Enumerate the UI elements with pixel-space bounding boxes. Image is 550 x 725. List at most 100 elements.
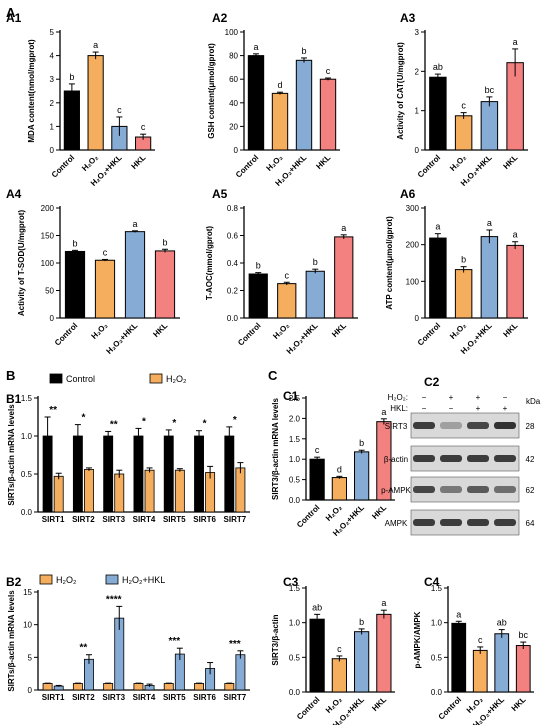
significance-stars: * (172, 418, 176, 429)
y-tick-label: 0.5 (289, 476, 301, 485)
blot-band (467, 486, 489, 493)
bar (103, 683, 114, 691)
y-tick-label: 3 (50, 75, 55, 84)
bar (194, 683, 204, 691)
bar (174, 469, 185, 513)
bar (454, 115, 473, 151)
bar (154, 250, 176, 319)
significance-letter: b (461, 255, 466, 265)
y-tick-label: 0.0 (289, 688, 301, 697)
x-category-label: SIRT1 (42, 515, 65, 524)
bar (480, 236, 499, 319)
legend-label: H₂O₂ (56, 575, 77, 585)
y-axis-title: Activity of T-SOD(U/mgprot) (17, 210, 26, 317)
y-tick-label: 60 (229, 75, 238, 84)
significance-letter: a (253, 42, 258, 52)
bar (305, 270, 325, 319)
blot-kda-value: 28 (526, 422, 535, 431)
y-tick-label: 0.5 (289, 653, 301, 662)
x-category-label: SIRT4 (133, 515, 156, 524)
x-category-label: Control (437, 695, 463, 721)
bar (114, 473, 125, 513)
y-tick-label: 5 (28, 653, 33, 662)
x-category-label: SIRT7 (224, 693, 247, 702)
bar (354, 631, 370, 693)
y-tick-label: 80 (229, 52, 238, 61)
blot-band (467, 455, 489, 462)
x-category-label: SIRT2 (72, 515, 95, 524)
bar (429, 237, 447, 319)
blot-band (494, 455, 516, 462)
significance-letter: b (72, 238, 77, 248)
x-category-label: HKL (370, 695, 388, 713)
bar (84, 658, 94, 691)
bar (124, 231, 146, 319)
panel-label: A4 (6, 187, 22, 201)
bar (144, 469, 155, 513)
bar (319, 78, 337, 151)
y-tick-label: 50 (45, 287, 54, 296)
x-category-label: Control (416, 153, 442, 179)
legend-label: H₂O₂ (166, 374, 187, 384)
x-category-label: SIRT3 (102, 693, 125, 702)
bar (163, 435, 174, 513)
significance-letter: c (478, 635, 483, 645)
y-axis-title: SIRT3/β-actin mRNA levels (271, 397, 280, 500)
x-category-label: SIRT5 (163, 693, 186, 702)
x-category-label: H₂O₂ (448, 153, 468, 173)
significance-letter: ab (497, 618, 507, 628)
x-category-label: SIRT5 (163, 515, 186, 524)
significance-letter: c (117, 105, 122, 115)
y-tick-label: 0 (234, 146, 239, 155)
blot-kda-label: kDa (526, 397, 541, 406)
x-category-label: HKL (330, 321, 348, 339)
blot-hkl-sign: − (449, 404, 454, 413)
y-tick-label: 1.5 (289, 584, 301, 593)
x-category-label: HKL (510, 695, 528, 713)
x-category-label: SIRT7 (224, 515, 247, 524)
bar (84, 469, 94, 513)
y-tick-label: 1.0 (431, 619, 443, 628)
panel-label: B1 (6, 392, 22, 406)
bar (224, 683, 235, 691)
blot-band (494, 422, 516, 429)
x-category-label: SIRT6 (193, 693, 216, 702)
significance-letter: b (301, 46, 306, 56)
bar (224, 435, 235, 513)
legend-swatch (39, 574, 53, 585)
bar (64, 250, 86, 319)
bar (331, 658, 347, 693)
significance-letter: a (93, 40, 98, 50)
y-tick-label: 1.0 (21, 432, 33, 441)
significance-letter: a (132, 219, 137, 229)
significance-letter: c (315, 445, 320, 455)
y-tick-label: 1.5 (289, 435, 301, 444)
y-tick-label: 0.4 (227, 259, 239, 268)
y-axis-title: p-AMPK/AMPK (413, 611, 422, 668)
bar (295, 59, 313, 151)
chart-a3: 0 1 2 3 Activity of CAT(U/mgprot) A3 ab Control… (396, 11, 528, 188)
y-axis-title: Activity of CAT(U/mgprot) (396, 42, 405, 140)
chart-a2: 0 20 40 60 80 100 GSH content(μmol/gprot) A2 a Co… (207, 11, 340, 188)
significance-stars: * (233, 415, 237, 426)
y-tick-label: 1.0 (289, 455, 301, 464)
significance-letter: b (162, 237, 167, 247)
significance-letter: ab (433, 62, 443, 72)
bar (472, 649, 488, 693)
panel-label: A2 (212, 11, 228, 25)
significance-letter: a (456, 609, 461, 619)
significance-letter: bc (485, 85, 495, 95)
y-tick-label: 100 (406, 277, 420, 286)
western-blot-panel: C2 H₂O₂: HKL: kDa − + + − − − + + SIRT3 28 β-actin… (381, 375, 541, 536)
significance-stars: * (203, 419, 207, 430)
blot-h2o2-row-label: H₂O₂: (388, 393, 408, 402)
bar (103, 435, 114, 513)
bar (72, 683, 83, 691)
legend-label: H₂O₂+HKL (122, 575, 165, 585)
y-tick-label: 100 (41, 259, 55, 268)
blot-protein-label: β-actin (384, 455, 408, 464)
significance-stars: *** (229, 639, 241, 650)
significance-letter: b (313, 257, 318, 267)
bar (248, 273, 268, 319)
